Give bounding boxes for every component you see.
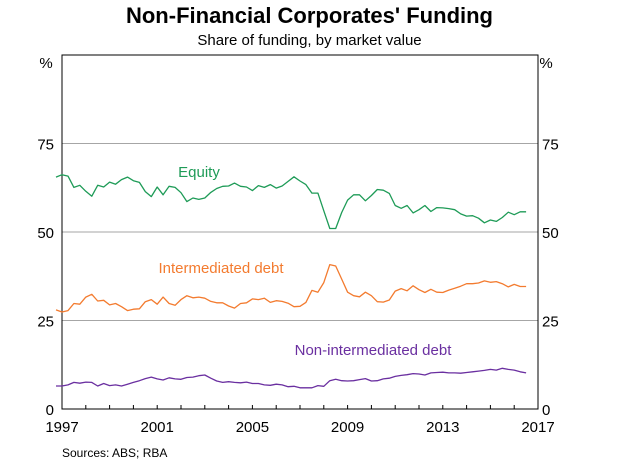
y-tick-label-right-0: 0: [542, 402, 550, 419]
series-line-equity: [55, 174, 527, 230]
series-lines: [55, 174, 527, 389]
series-line-non-intermediated: [56, 367, 527, 389]
x-tick-label-2017: 2017: [521, 419, 554, 436]
source-note: Sources: ABS; RBA: [62, 446, 168, 460]
y-tick-label-right-50: 50: [542, 225, 559, 242]
series-line-intermediated: [55, 263, 527, 313]
x-tick-label-2009: 2009: [331, 419, 364, 436]
y-axis-unit-left: %: [39, 55, 52, 72]
x-tick-label-1997: 1997: [45, 419, 78, 436]
axis-labels: 0 0 25 25 50 50 75 75 1997 2001 2005 2009 2013 2017: [37, 137, 558, 437]
y-tick-label-left-50: 50: [37, 225, 54, 242]
x-tick-label-2013: 2013: [426, 419, 459, 436]
y-tick-label-right-75: 75: [542, 137, 559, 154]
chart-subtitle: Share of funding, by market value: [197, 32, 422, 49]
y-tick-label-right-25: 25: [542, 314, 559, 331]
series-label-intermediated-debt: Intermediated debt: [158, 260, 284, 277]
x-tick-label-2005: 2005: [236, 419, 269, 436]
series-label-equity: Equity: [178, 164, 220, 181]
y-tick-label-left-75: 75: [37, 137, 54, 154]
y-axis-unit-right: %: [539, 55, 552, 72]
gridlines: [62, 143, 538, 321]
axis-ticks: [61, 405, 539, 409]
y-tick-label-left-25: 25: [37, 314, 54, 331]
y-tick-label-left-0: 0: [46, 402, 54, 419]
x-tick-label-2001: 2001: [141, 419, 174, 436]
chart-title: Non-Financial Corporates' Funding: [125, 3, 493, 28]
series-label-non-intermediated-debt: Non-intermediated debt: [295, 342, 453, 359]
